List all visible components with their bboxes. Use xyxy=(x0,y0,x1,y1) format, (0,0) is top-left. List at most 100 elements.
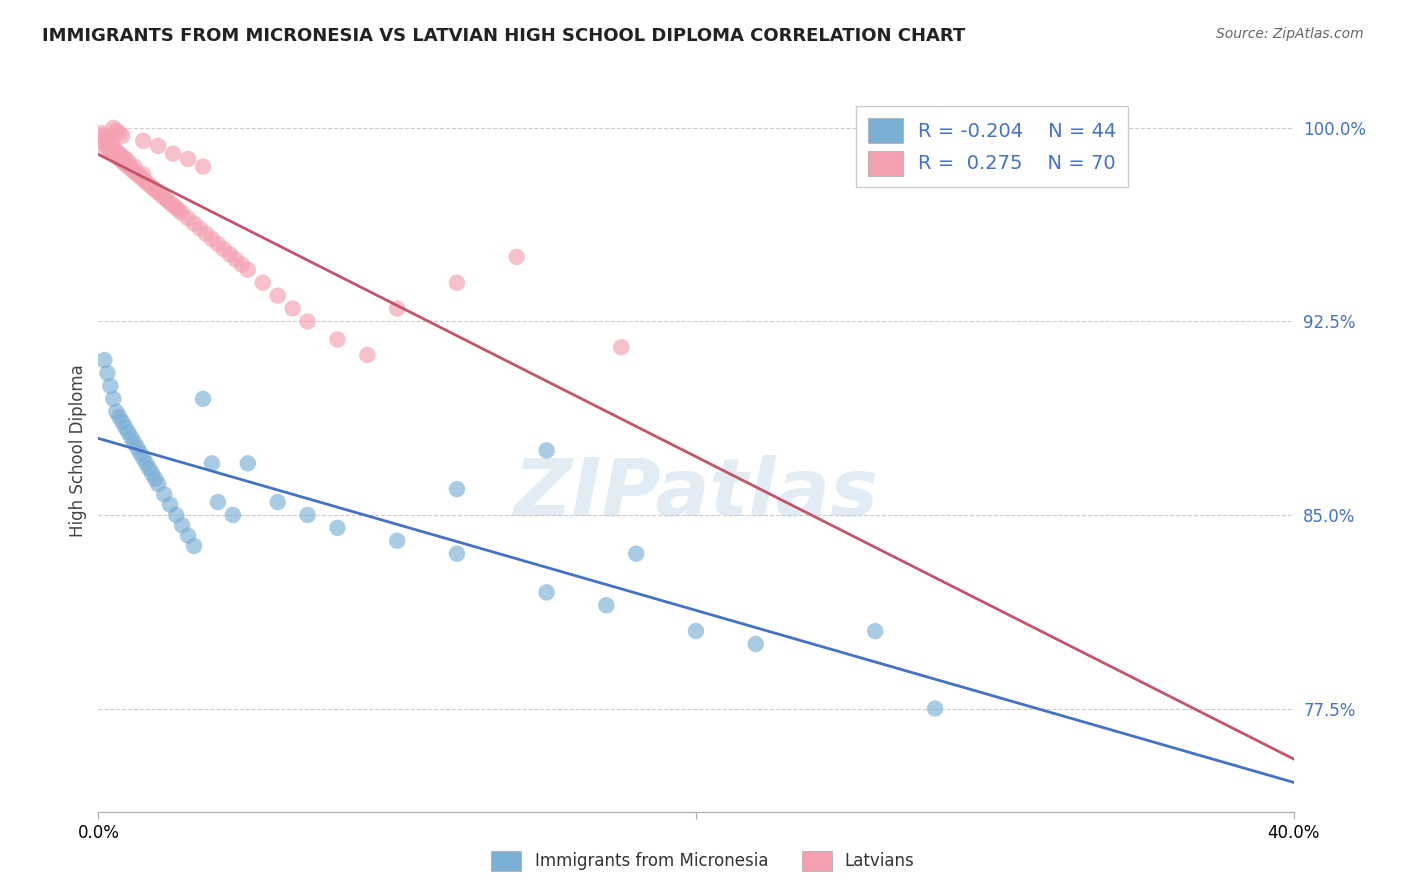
Point xyxy=(132,172,155,186)
Point xyxy=(536,585,558,599)
Point xyxy=(172,206,194,220)
Point xyxy=(103,146,125,161)
Point xyxy=(924,701,946,715)
Point xyxy=(129,446,152,460)
Point xyxy=(111,128,134,143)
Point xyxy=(183,216,205,230)
Point xyxy=(865,624,887,639)
Point xyxy=(129,169,152,184)
Point xyxy=(159,195,181,210)
Point xyxy=(297,508,319,522)
Point xyxy=(132,167,155,181)
Point xyxy=(120,162,142,177)
Point xyxy=(141,180,163,194)
Point xyxy=(162,198,184,212)
Point xyxy=(117,160,139,174)
Point xyxy=(103,139,125,153)
Point xyxy=(267,288,290,302)
Point xyxy=(222,508,245,522)
Point xyxy=(201,456,224,470)
Point xyxy=(267,495,290,509)
Point xyxy=(103,392,125,406)
Point xyxy=(446,547,468,561)
Point xyxy=(236,456,259,470)
Point xyxy=(195,227,218,241)
Point xyxy=(150,188,173,202)
Point xyxy=(90,134,112,148)
Point xyxy=(103,120,125,135)
Point xyxy=(745,637,768,651)
Point xyxy=(108,152,131,166)
Point xyxy=(231,258,253,272)
Text: ZIPatlas: ZIPatlas xyxy=(513,455,879,533)
Point xyxy=(98,379,122,393)
Point xyxy=(120,431,142,445)
Point xyxy=(96,142,118,156)
Point xyxy=(326,333,349,347)
Point xyxy=(446,482,468,496)
Point xyxy=(212,242,235,256)
Point xyxy=(446,276,468,290)
Point xyxy=(127,441,149,455)
Point xyxy=(98,136,122,151)
Point xyxy=(111,149,134,163)
Point xyxy=(105,149,128,163)
Point xyxy=(148,477,170,491)
Point xyxy=(177,211,200,226)
Point xyxy=(177,528,200,542)
Point xyxy=(114,152,136,166)
Point xyxy=(207,495,229,509)
Y-axis label: High School Diploma: High School Diploma xyxy=(69,364,87,537)
Point xyxy=(148,186,170,200)
Point xyxy=(159,498,181,512)
Point xyxy=(153,487,176,501)
Point xyxy=(326,521,349,535)
Point xyxy=(93,128,115,143)
Point xyxy=(188,221,211,235)
Point xyxy=(93,139,115,153)
Point xyxy=(281,301,304,316)
Point xyxy=(385,301,409,316)
Point xyxy=(610,340,633,354)
Point xyxy=(117,425,139,440)
Point xyxy=(124,160,146,174)
Point xyxy=(93,353,115,368)
Point xyxy=(148,139,170,153)
Point xyxy=(536,443,558,458)
Point xyxy=(111,415,134,429)
Point xyxy=(132,134,155,148)
Point xyxy=(105,405,128,419)
Point xyxy=(138,461,160,475)
Point xyxy=(98,144,122,158)
Point xyxy=(111,154,134,169)
Point xyxy=(236,262,259,277)
Point xyxy=(138,178,160,192)
Point xyxy=(207,237,229,252)
Point xyxy=(356,348,378,362)
Point xyxy=(219,247,242,261)
Point xyxy=(135,456,157,470)
Point xyxy=(108,409,131,424)
Point xyxy=(105,123,128,137)
Point xyxy=(141,467,163,481)
Point xyxy=(172,518,194,533)
Point xyxy=(132,451,155,466)
Point xyxy=(135,175,157,189)
Point xyxy=(183,539,205,553)
Point xyxy=(385,533,409,548)
Point xyxy=(201,232,224,246)
Point xyxy=(685,624,707,639)
Point xyxy=(191,392,214,406)
Point xyxy=(127,167,149,181)
Point xyxy=(143,472,166,486)
Point xyxy=(114,157,136,171)
Point xyxy=(108,146,131,161)
Point xyxy=(595,599,617,613)
Point xyxy=(167,203,190,218)
Point xyxy=(143,183,166,197)
Point xyxy=(108,126,131,140)
Text: IMMIGRANTS FROM MICRONESIA VS LATVIAN HIGH SCHOOL DIPLOMA CORRELATION CHART: IMMIGRANTS FROM MICRONESIA VS LATVIAN HI… xyxy=(42,27,966,45)
Point xyxy=(114,420,136,434)
Point xyxy=(90,126,112,140)
Point xyxy=(96,366,118,380)
